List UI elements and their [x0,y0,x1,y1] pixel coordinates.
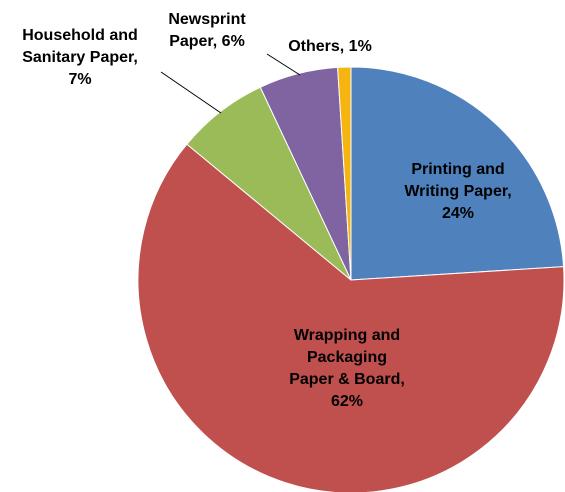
data-label-line: Others, 1% [288,38,372,55]
data-label-line: Newsprint [168,11,246,28]
data-label-line: Wrapping and [294,327,400,344]
leader-line-newsprint-paper [266,53,301,76]
data-label-line: 24% [442,205,474,222]
data-label-line: Packaging [307,349,387,366]
data-label-line: Paper, 6% [169,33,245,50]
data-label-line: 62% [331,393,363,410]
leader-line-household-and-sanitary-paper [160,71,222,114]
pie-slices [137,66,565,492]
pie-slice-printing-and-writing-paper [350,66,565,281]
pie-slice-wrapping-and-packaging-paper-and-board [137,143,565,492]
slice-labels: Printing and Writing Paper, 24% Wrapping an… [22,11,511,410]
data-label-line: Writing Paper, [404,183,511,200]
pie-slice-others [337,66,352,281]
data-label-newsprint-paper: Newsprint Paper, 6% [168,11,246,50]
data-label-line: Household and [22,27,138,44]
data-label-wrapping-and-packaging-paper-and-board: Wrapping and Packaging Paper & Board, 62% [289,327,405,410]
data-label-line: 7% [68,71,91,88]
data-label-line: Printing and [411,161,504,178]
leader-lines [160,53,301,114]
data-label-others: Others, 1% [288,38,372,55]
data-label-printing-and-writing-paper: Printing and Writing Paper, 24% [404,161,511,222]
data-label-line: Paper & Board, [289,371,405,388]
data-label-household-and-sanitary-paper: Household and Sanitary Paper, 7% [22,27,138,88]
data-label-line: Sanitary Paper, [22,49,138,66]
